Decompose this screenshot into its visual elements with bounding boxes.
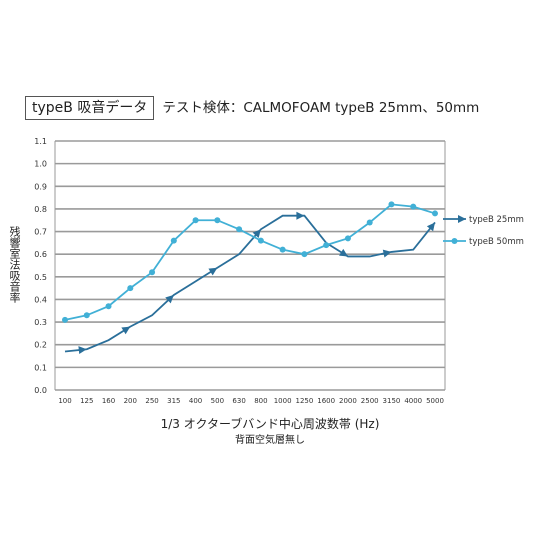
x-tick-label: 2000 [339,397,357,405]
x-tick-label: 3150 [383,397,401,405]
data-point [62,316,68,323]
x-tick-label: 2500 [361,397,379,405]
data-point [410,203,417,210]
data-point [149,269,156,276]
legend-marker [458,215,466,223]
y-axis-label: 残響室法吸音率 [8,226,21,303]
x-tick-label: 630 [232,397,245,405]
y-tick-label: 1.1 [34,137,47,146]
y-tick-label: 0.5 [34,273,47,282]
series-line [64,214,436,353]
data-point [192,217,199,224]
y-tick-label: 0.1 [34,363,47,372]
x-tick-label: 125 [80,397,93,405]
data-point [236,226,243,233]
x-tick-label: 100 [58,397,71,405]
data-point [83,312,90,319]
x-axis-label: 1/3 オクターブバンド中心周波数帯 (Hz) [160,417,380,431]
data-point [388,201,395,208]
data-point [214,217,221,224]
data-point-arrow [78,346,87,355]
data-point-arrow [165,294,174,304]
x-tick-label: 1600 [317,397,335,405]
y-tick-label: 0.4 [34,295,47,304]
data-point [432,210,438,217]
y-tick-label: 1.0 [34,160,47,169]
y-tick-label: 0.0 [34,386,47,395]
x-axis-note: 背面空気層無し [235,435,305,446]
y-tick-label: 0.3 [34,318,47,327]
data-point [366,219,373,226]
legend-label: typeB 50mm [469,237,524,247]
x-tick-label: 800 [254,397,267,405]
chart-subtitle: テスト検体：CALMOFOAM typeB 25mm、50mm [162,100,480,116]
x-tick-label: 200 [124,397,137,405]
data-point-arrow [382,249,392,258]
data-point [279,246,286,253]
y-tick-label: 0.2 [34,341,47,350]
x-tick-label: 400 [189,397,202,405]
data-point [323,242,330,249]
legend-label: typeB 25mm [469,215,524,225]
data-point [257,237,264,244]
x-tick-label: 315 [167,397,180,405]
data-point-arrow [339,248,348,257]
y-tick-label: 0.8 [34,205,47,214]
x-tick-label: 1000 [274,397,292,405]
chart-title: typeB 吸音データ [25,96,155,120]
y-tick-label: 0.7 [34,228,47,237]
chart-header: typeB 吸音データ テスト検体：CALMOFOAM typeB 25mm、5… [25,96,479,120]
x-tick-label: 1250 [295,397,313,405]
series-line [64,203,436,321]
y-tick-label: 0.9 [34,182,47,191]
data-point [170,237,177,244]
data-point [301,251,308,258]
x-tick-label: 5000 [426,397,444,405]
data-point-arrow [426,222,435,232]
data-point-arrow [296,211,305,220]
data-point [127,285,134,292]
data-point-arrow [121,326,131,335]
x-tick-label: 250 [145,397,158,405]
y-tick-label: 0.6 [34,250,47,259]
data-point-arrow [252,229,261,238]
data-point [105,303,112,310]
legend-marker [451,238,458,244]
data-point-arrow [208,267,218,276]
data-point [344,235,351,242]
x-tick-label: 160 [102,397,115,405]
x-tick-label: 500 [211,397,224,405]
x-tick-label: 4000 [404,397,422,405]
